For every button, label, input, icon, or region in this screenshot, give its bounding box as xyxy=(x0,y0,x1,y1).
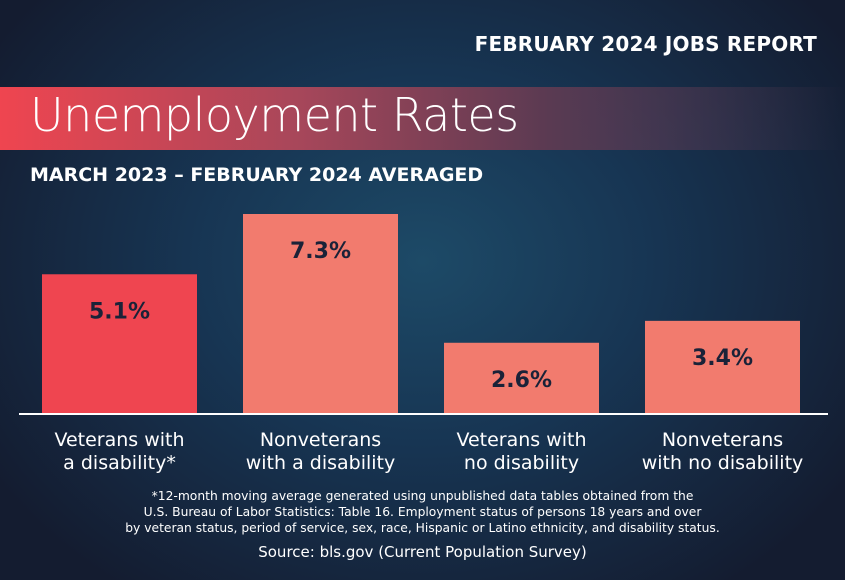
category-label: Veterans with xyxy=(54,429,184,451)
title-band xyxy=(0,87,845,150)
chart-subtitle: MARCH 2023 – FEBRUARY 2024 AVERAGED xyxy=(30,164,484,186)
bar xyxy=(42,274,197,414)
footnote-line: *12-month moving average generated using… xyxy=(151,489,694,503)
footnote-line: U.S. Bureau of Labor Statistics: Table 1… xyxy=(143,505,702,519)
source: Source: bls.gov (Current Population Surv… xyxy=(258,543,587,561)
category-label: Veterans with xyxy=(456,429,586,451)
footnote: *12-month moving average generated using… xyxy=(0,488,845,536)
bar xyxy=(444,342,599,414)
data-label: 7.3% xyxy=(290,239,351,264)
data-label: 5.1% xyxy=(89,299,150,324)
report-label: FEBRUARY 2024 JOBS REPORT xyxy=(474,32,817,56)
category-label: with no disability xyxy=(642,452,804,474)
bar xyxy=(243,214,398,414)
category-label: no disability xyxy=(464,452,579,474)
category-label: Nonveterans xyxy=(662,429,783,451)
category-label: a disability* xyxy=(63,452,176,474)
data-label: 2.6% xyxy=(491,368,552,393)
data-label: 3.4% xyxy=(692,346,753,371)
footnote-line: by veteran status, period of service, se… xyxy=(125,521,720,535)
chart-title: Unemployment Rates xyxy=(30,88,519,142)
category-label: with a disability xyxy=(246,452,396,474)
category-label: Nonveterans xyxy=(260,429,381,451)
bar xyxy=(645,320,800,414)
